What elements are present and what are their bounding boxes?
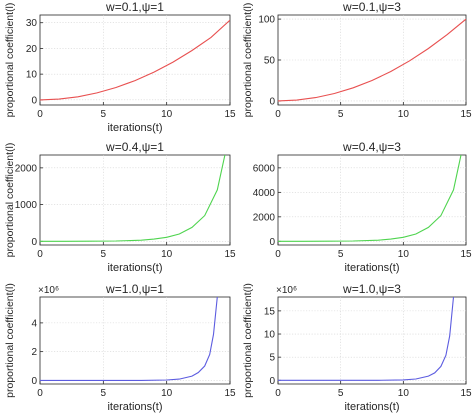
chart-title: w=1.0,ψ=3 [342, 282, 401, 296]
x-tick-label: 0 [275, 249, 281, 260]
x-tick-label: 5 [101, 109, 107, 120]
axis-exponent-label: ×10⁶ [38, 285, 59, 296]
plot-area [277, 296, 467, 385]
y-tick-label: 0 [269, 96, 275, 107]
y-tick-label: 6000 [253, 163, 276, 174]
series-line [278, 18, 466, 102]
x-axis-label: iterations(t) [107, 122, 162, 134]
y-tick-label: 2 [31, 347, 37, 358]
x-tick-label: 10 [398, 249, 410, 260]
x-axis-label: iterations(t) [344, 401, 399, 413]
x-tick-label: 5 [101, 249, 107, 260]
series-line [40, 297, 218, 381]
y-axis-label: proportional coefficient(l) [4, 3, 16, 118]
y-tick-label: 0 [269, 237, 275, 248]
series-line [40, 155, 226, 242]
y-tick-label: 0 [31, 237, 37, 248]
chart-panel-2: 0 5 10 15 0 50 100 w=0.1,ψ=3 proportional coeffi… [242, 0, 472, 120]
axis-exponent-label: ×10⁶ [276, 285, 297, 296]
y-axis-label: proportional coefficient(l) [4, 283, 16, 398]
chart-panel-6: 0 5 10 15 0 5 10 15 w=1.0,ψ=3 iterations(t) propor… [242, 282, 472, 413]
x-tick-label: 15 [224, 109, 236, 120]
series-line [278, 297, 455, 381]
x-axis-label: iterations(t) [107, 262, 162, 274]
x-tick-label: 10 [398, 109, 410, 120]
y-axis-label: proportional coefficient(l) [242, 283, 254, 398]
x-tick-label: 10 [398, 388, 410, 399]
x-tick-label: 15 [224, 249, 236, 260]
y-tick-label: 4 [31, 318, 37, 329]
series-line [278, 155, 462, 242]
x-tick-label: 15 [224, 388, 236, 399]
plot-area [39, 296, 231, 385]
chart-panel-3: 0 5 10 15 0 1000 2000 w=0.4,ψ=1 iterations(t) pro… [4, 140, 236, 274]
y-tick-label: 0 [269, 376, 275, 387]
x-tick-label: 10 [161, 388, 173, 399]
y-tick-label: 4000 [253, 188, 276, 199]
x-tick-label: 0 [37, 388, 43, 399]
x-tick-label: 15 [460, 249, 472, 260]
y-tick-label: 15 [264, 306, 276, 317]
y-tick-label: 0 [31, 95, 37, 106]
chart-title: w=0.1,ψ=3 [342, 0, 401, 14]
x-tick-label: 5 [338, 249, 344, 260]
x-tick-label: 5 [338, 388, 344, 399]
plot-area [39, 14, 231, 106]
x-tick-label: 0 [37, 249, 43, 260]
plot-area [277, 154, 467, 246]
x-axis-label: iterations(t) [107, 401, 162, 413]
y-axis-label: proportional coefficient(l) [242, 3, 254, 118]
chart-title: w=0.4,ψ=1 [105, 140, 164, 154]
y-tick-label: 5 [269, 353, 275, 364]
y-tick-label: 1000 [15, 200, 38, 211]
x-tick-label: 0 [37, 109, 43, 120]
y-tick-label: 50 [264, 56, 276, 67]
series-line [40, 19, 230, 101]
x-axis-label: iterations(t) [344, 262, 399, 274]
y-tick-label: 2000 [253, 212, 276, 223]
y-tick-label: 10 [264, 330, 276, 341]
y-tick-label: 0 [31, 376, 37, 387]
chart-panel-1: 0 5 10 15 0 10 20 30 w=0.1,ψ=1 iterations(t) propo… [4, 0, 236, 134]
x-tick-label: 10 [161, 109, 173, 120]
x-tick-label: 15 [460, 388, 472, 399]
x-tick-label: 5 [338, 109, 344, 120]
y-axis-label: proportional coefficient(l) [4, 143, 16, 258]
chart-panel-5: 0 5 10 15 0 2 4 w=1.0,ψ=1 iterations(t) proportio… [4, 282, 236, 413]
x-tick-label: 5 [101, 388, 107, 399]
y-tick-label: 100 [258, 15, 275, 26]
chart-title: w=1.0,ψ=1 [105, 282, 164, 296]
chart-panel-4: 0 5 10 15 0 2000 4000 6000 w=0.4,ψ=3 iterations(t… [253, 140, 472, 274]
x-tick-label: 15 [460, 109, 472, 120]
y-tick-label: 10 [26, 70, 38, 81]
x-tick-label: 0 [275, 109, 281, 120]
x-tick-label: 0 [275, 388, 281, 399]
y-tick-label: 2000 [15, 163, 38, 174]
chart-title: w=0.1,ψ=1 [105, 0, 164, 14]
chart-title: w=0.4,ψ=3 [342, 140, 401, 154]
x-tick-label: 10 [161, 249, 173, 260]
y-tick-label: 30 [26, 18, 38, 29]
y-tick-label: 20 [26, 44, 38, 55]
plot-area [39, 154, 231, 246]
